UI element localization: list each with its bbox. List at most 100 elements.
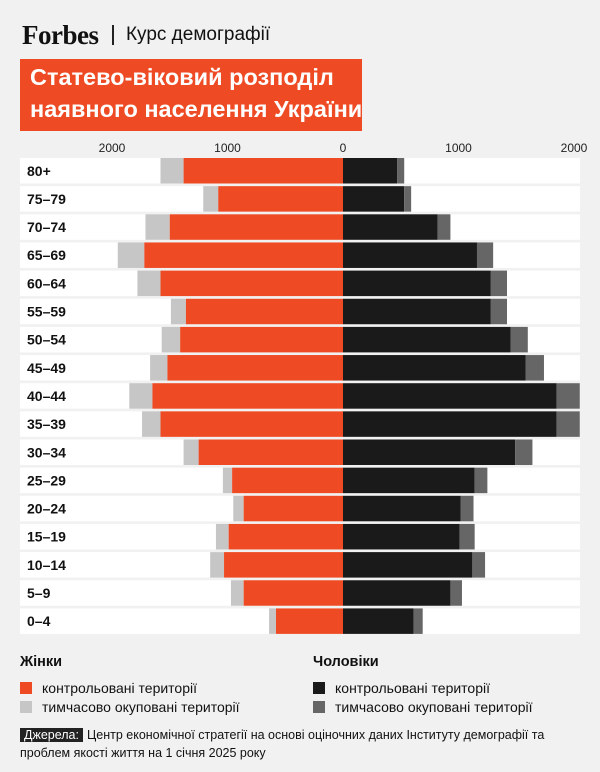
- bar-men-occupied: [556, 383, 580, 409]
- legend-label-men-controlled: контрольовані території: [335, 679, 490, 696]
- forbes-logo: Forbes: [22, 19, 99, 50]
- category-label: 0–4: [27, 613, 51, 629]
- bar-women-occupied: [233, 495, 244, 522]
- bar-men-occupied: [556, 411, 580, 437]
- bar-men-controlled: [343, 242, 477, 268]
- legend-label-women-occupied: тимчасово окуповані території: [42, 698, 240, 715]
- bar-men-occupied: [437, 214, 451, 240]
- bar-men-occupied: [490, 270, 508, 297]
- bar-men-controlled: [343, 439, 516, 465]
- legend-label-men-occupied: тимчасово окуповані території: [335, 698, 533, 715]
- bar-men-occupied: [413, 608, 423, 634]
- bar-men-occupied: [490, 298, 508, 325]
- category-label: 30–34: [27, 444, 66, 460]
- bar-women-occupied: [269, 608, 277, 634]
- bar-women-controlled: [160, 270, 343, 297]
- legend-swatch-men-controlled: [313, 681, 325, 694]
- bar-men-occupied: [450, 580, 462, 606]
- x-tick-label: 2000: [561, 141, 588, 155]
- bar-men-occupied: [515, 439, 533, 465]
- category-label: 55–59: [27, 304, 66, 320]
- x-tick-label: 2000: [99, 141, 126, 155]
- bar-women-controlled: [276, 608, 343, 634]
- bar-men-controlled: [343, 580, 451, 606]
- x-tick-label: 0: [340, 141, 347, 155]
- legend-swatch-women-occupied: [20, 700, 32, 713]
- bar-women-controlled: [243, 495, 343, 522]
- bar-men-occupied: [525, 355, 544, 381]
- category-label: 50–54: [27, 332, 66, 348]
- category-label: 75–79: [27, 191, 66, 207]
- bar-men-controlled: [343, 186, 405, 212]
- category-label: 5–9: [27, 585, 51, 601]
- bar-women-occupied: [160, 158, 184, 184]
- bar-women-occupied: [183, 439, 199, 465]
- bar-women-controlled: [232, 467, 343, 494]
- bar-men-occupied: [459, 523, 475, 550]
- bar-men-controlled: [343, 214, 438, 240]
- category-label: 10–14: [27, 557, 66, 573]
- category-label: 35–39: [27, 416, 66, 432]
- bar-men-occupied: [472, 552, 486, 578]
- bar-men-controlled: [343, 411, 557, 437]
- chart-title-line-2: наявного населення України: [30, 96, 363, 122]
- bar-women-occupied: [222, 467, 233, 494]
- category-label: 15–19: [27, 529, 66, 545]
- bar-women-controlled: [198, 439, 343, 465]
- source-label: Джерела:: [20, 728, 83, 742]
- legend-item-men-controlled: контрольовані території: [313, 678, 533, 697]
- bar-men-controlled: [343, 158, 398, 184]
- bar-women-occupied: [150, 355, 168, 381]
- x-tick-label: 1000: [214, 141, 241, 155]
- chart-title-box: Статево-віковий розподіл наявного населе…: [20, 59, 362, 131]
- course-title: Курс демографії: [125, 24, 271, 45]
- bar-women-controlled: [152, 383, 343, 409]
- legend-women: Жінки контрольовані території тимчасово …: [20, 654, 240, 716]
- legend-item-women-controlled: контрольовані території: [20, 678, 240, 697]
- bar-women-controlled: [169, 214, 343, 240]
- category-label: 20–24: [27, 501, 66, 517]
- bar-men-controlled: [343, 495, 461, 522]
- header: Forbes Курс демографії: [22, 18, 270, 52]
- bar-women-occupied: [137, 270, 161, 297]
- category-label: 25–29: [27, 472, 66, 488]
- chart-title-line-1: Статево-віковий розподіл: [30, 64, 334, 90]
- bar-women-occupied: [170, 298, 186, 325]
- bar-men-occupied: [460, 495, 474, 522]
- bar-men-occupied: [476, 242, 494, 268]
- population-pyramid-chart: 2000 1000 0 1000 2000 80+ 75–79 70–74 65–69 60–64…: [20, 141, 588, 634]
- bar-women-controlled: [185, 298, 343, 325]
- bar-men-controlled: [343, 355, 526, 381]
- source-note: Джерела: Центр економічної стратегії на о…: [20, 726, 580, 762]
- bar-men-occupied: [404, 186, 412, 212]
- bar-women-occupied: [145, 214, 170, 240]
- category-label: 60–64: [27, 275, 66, 291]
- legend-label-women-controlled: контрольовані території: [42, 679, 197, 696]
- bar-women-controlled: [218, 186, 343, 212]
- bar-women-controlled: [167, 355, 343, 381]
- category-label: 70–74: [27, 219, 66, 235]
- bar-men-occupied: [474, 467, 488, 494]
- bar-women-occupied: [215, 523, 229, 550]
- bar-women-controlled: [243, 580, 343, 606]
- bar-women-controlled: [183, 158, 343, 184]
- x-tick-label: 1000: [445, 141, 472, 155]
- category-label: 80+: [27, 163, 51, 179]
- bar-women-controlled: [160, 411, 343, 437]
- legend-men-heading: Чоловіки: [313, 654, 379, 670]
- bar-women-occupied: [203, 186, 219, 212]
- category-label: 40–44: [27, 388, 66, 404]
- bar-women-occupied: [210, 552, 225, 578]
- legend-swatch-women-controlled: [20, 681, 32, 694]
- legend-swatch-men-occupied: [313, 700, 325, 713]
- bar-men-controlled: [343, 270, 491, 297]
- bar-men-controlled: [343, 383, 557, 409]
- bar-women-occupied: [230, 580, 244, 606]
- bar-men-controlled: [343, 523, 460, 550]
- bar-men-controlled: [343, 326, 511, 353]
- bar-men-controlled: [343, 467, 475, 494]
- bar-men-occupied: [397, 158, 405, 184]
- bar-women-controlled: [224, 552, 343, 578]
- source-text: Центр економічної стратегії на основі оц…: [20, 728, 545, 760]
- legend-men: Чоловіки контрольовані території тимчасо…: [313, 654, 533, 716]
